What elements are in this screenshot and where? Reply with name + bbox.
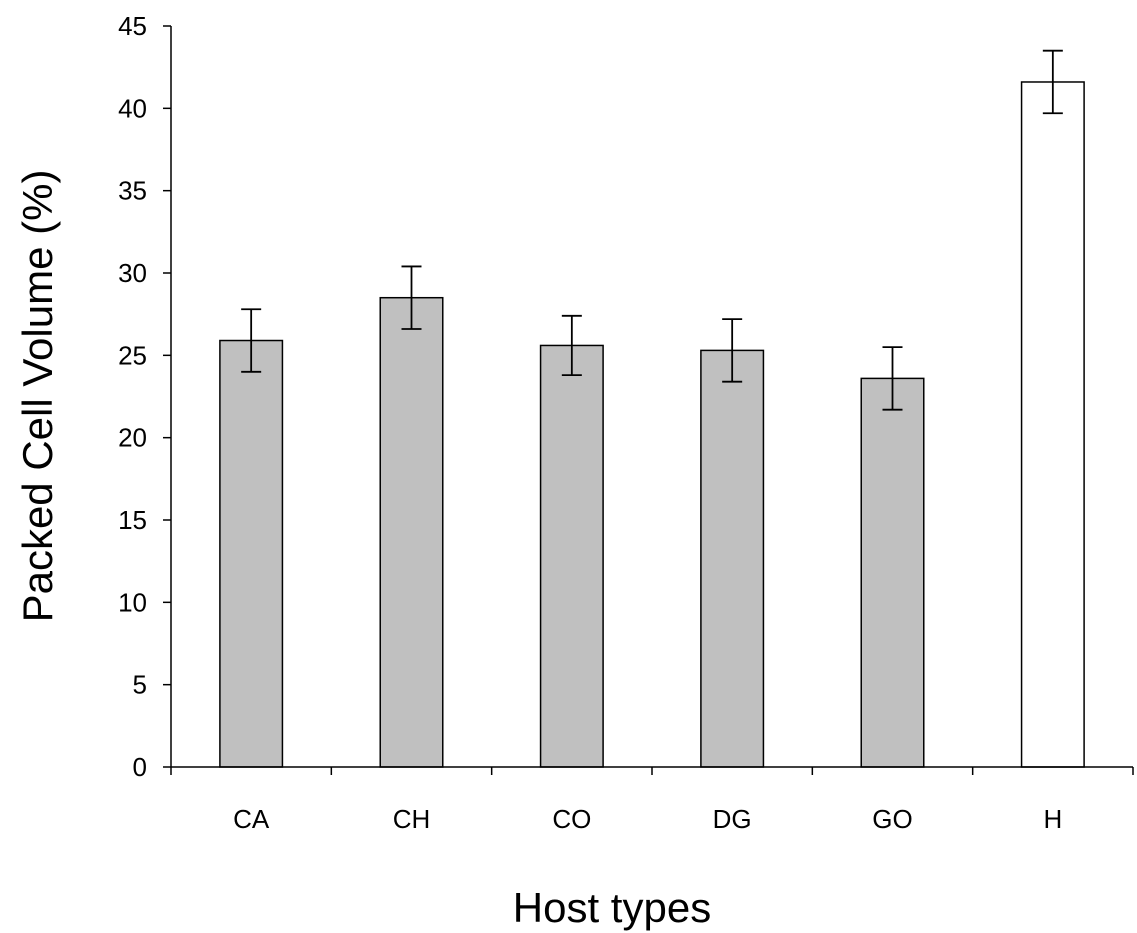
error-bar-h bbox=[1042, 49, 1063, 115]
y-tick-label: 20 bbox=[118, 423, 147, 453]
y-tick-label: 25 bbox=[118, 340, 147, 370]
error-bar-ch bbox=[401, 265, 422, 330]
y-tick-label: 15 bbox=[118, 505, 147, 535]
error-bar-co bbox=[561, 314, 582, 376]
x-tick-label: GO bbox=[872, 804, 912, 834]
x-tick-label: DG bbox=[713, 804, 752, 834]
bar-ca bbox=[219, 339, 284, 768]
error-bar-dg bbox=[722, 318, 743, 383]
y-tick-label: 35 bbox=[118, 176, 147, 206]
x-tick-label: CO bbox=[552, 804, 591, 834]
error-bars bbox=[241, 49, 1063, 411]
x-axis-ticks: CA CH CO DG GO H bbox=[170, 767, 1134, 834]
y-tick-label: 5 bbox=[133, 670, 147, 700]
x-tick-label: H bbox=[1043, 804, 1062, 834]
bar-h bbox=[1020, 81, 1085, 768]
bar-co bbox=[539, 344, 604, 768]
x-tick-label: CH bbox=[393, 804, 431, 834]
y-tick-label: 0 bbox=[133, 752, 147, 782]
x-tick-label: CA bbox=[233, 804, 270, 834]
bar-dg bbox=[700, 349, 765, 768]
y-tick-label: 10 bbox=[118, 587, 147, 617]
y-tick-label: 45 bbox=[118, 11, 147, 41]
bar-ch bbox=[379, 296, 444, 768]
x-axis-title: Host types bbox=[513, 884, 711, 931]
y-tick-label: 40 bbox=[118, 93, 147, 123]
error-bar-ca bbox=[241, 308, 262, 373]
y-tick-label: 30 bbox=[118, 258, 147, 288]
error-bar-go bbox=[882, 346, 903, 411]
bar-go bbox=[860, 377, 925, 768]
bars bbox=[219, 81, 1085, 768]
y-axis-ticks: 0 5 10 15 20 25 30 35 40 45 bbox=[118, 11, 171, 782]
y-axis-title: Packed Cell Volume (%) bbox=[14, 170, 61, 623]
